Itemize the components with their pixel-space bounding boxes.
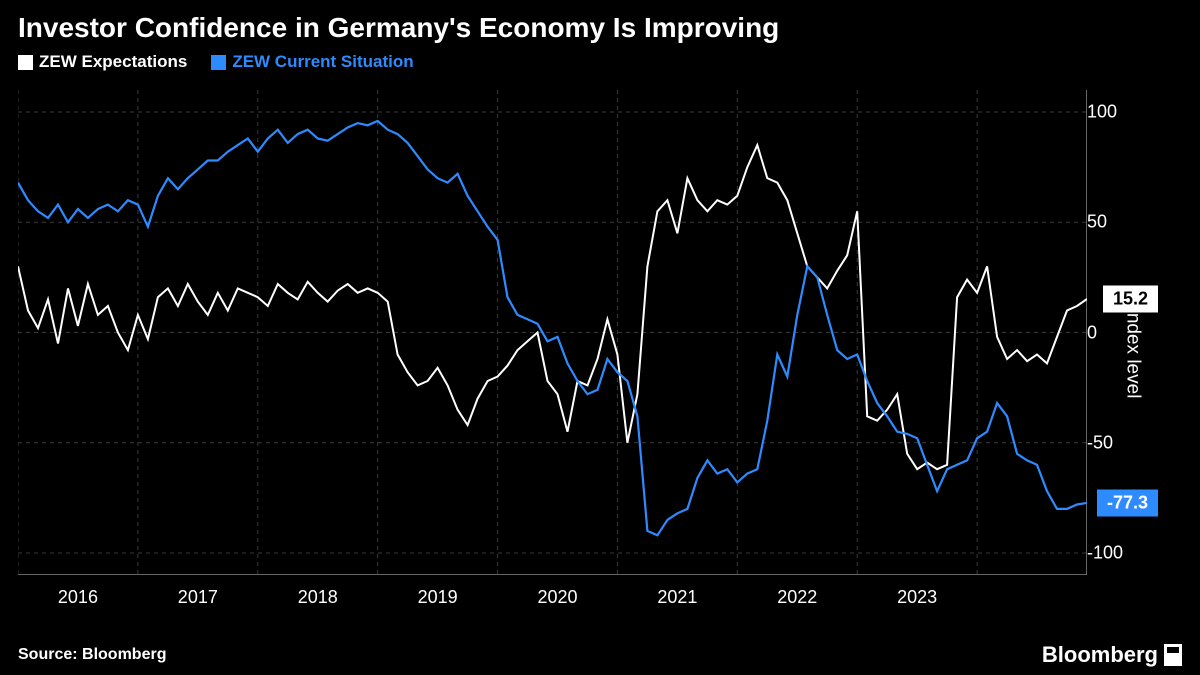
legend-item-expectations: ZEW Expectations [18, 52, 187, 72]
x-tick-label: 2022 [777, 587, 817, 608]
legend-swatch-current [211, 55, 226, 70]
brand-icon [1164, 644, 1182, 666]
x-tick-label: 2020 [537, 587, 577, 608]
brand: Bloomberg [1042, 642, 1182, 668]
legend-label-current: ZEW Current Situation [232, 52, 413, 72]
footer: Source: Bloomberg Bloomberg [0, 635, 1200, 675]
series-line-1 [18, 121, 1087, 535]
x-tick-label: 2017 [178, 587, 218, 608]
chart-area: 20162017201820192020202120222023 Index l… [18, 90, 1182, 615]
x-tick-label: 2016 [58, 587, 98, 608]
y-tick-label: -100 [1087, 542, 1132, 563]
source-label: Source: Bloomberg [18, 646, 166, 664]
y-axis-title: Index level [1122, 307, 1144, 398]
legend: ZEW Expectations ZEW Current Situation [0, 50, 1200, 80]
series-line-0 [18, 145, 1087, 469]
end-value-badge-0: 15.2 [1103, 285, 1158, 312]
legend-label-expectations: ZEW Expectations [39, 52, 187, 72]
end-value-badge-1: -77.3 [1097, 489, 1158, 516]
x-tick-label: 2023 [897, 587, 937, 608]
y-tick-label: -50 [1087, 432, 1132, 453]
brand-label: Bloomberg [1042, 642, 1158, 668]
chart-title: Investor Confidence in Germany's Economy… [0, 0, 1200, 50]
y-tick-label: 0 [1087, 322, 1132, 343]
plot-area: 20162017201820192020202120222023 [18, 90, 1087, 575]
x-tick-label: 2018 [298, 587, 338, 608]
legend-swatch-expectations [18, 55, 33, 70]
y-tick-label: 100 [1087, 102, 1132, 123]
chart-svg [18, 90, 1087, 575]
y-tick-label: 50 [1087, 212, 1132, 233]
x-tick-label: 2021 [657, 587, 697, 608]
x-tick-label: 2019 [418, 587, 458, 608]
legend-item-current: ZEW Current Situation [211, 52, 413, 72]
